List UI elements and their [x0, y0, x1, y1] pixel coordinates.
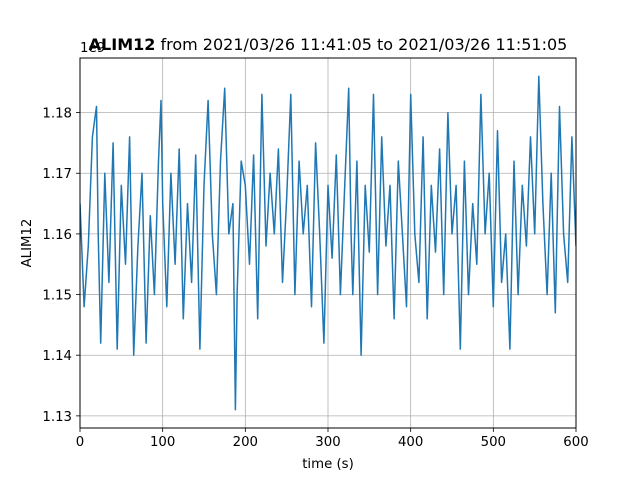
chart-title-rest: from 2021/03/26 11:41:05 to 2021/03/26 1… — [155, 35, 567, 54]
x-axis-ticks: 0 100 200 300 400 500 600 — [76, 428, 589, 450]
x-tick-label: 600 — [563, 435, 588, 450]
x-tick-label: 0 — [76, 435, 84, 450]
x-tick-label: 100 — [150, 435, 175, 450]
series-layer — [80, 75, 576, 411]
chart-title: ALIM12 from 2021/03/26 11:41:05 to 2021/… — [89, 35, 568, 54]
y-tick-label: 1.13 — [42, 410, 72, 425]
y-axis-label: ALIM12 — [20, 219, 35, 268]
y-axis-ticks: 1.13 1.14 1.15 1.16 1.17 1.18 — [42, 107, 80, 425]
y-tick-label: 1.15 — [42, 289, 72, 304]
chart-title-bold: ALIM12 — [89, 35, 156, 54]
y-tick-label: 1.18 — [42, 107, 72, 122]
y-tick-label: 1.16 — [42, 228, 72, 243]
x-tick-label: 300 — [315, 435, 340, 450]
y-tick-label: 1.17 — [42, 167, 72, 182]
series-line — [80, 75, 576, 411]
y-offset-text: 1e9 — [80, 41, 105, 56]
x-tick-label: 400 — [398, 435, 423, 450]
x-axis-label: time (s) — [302, 457, 354, 472]
y-tick-label: 1.14 — [42, 349, 72, 364]
x-tick-label: 500 — [481, 435, 506, 450]
x-tick-label: 200 — [233, 435, 258, 450]
